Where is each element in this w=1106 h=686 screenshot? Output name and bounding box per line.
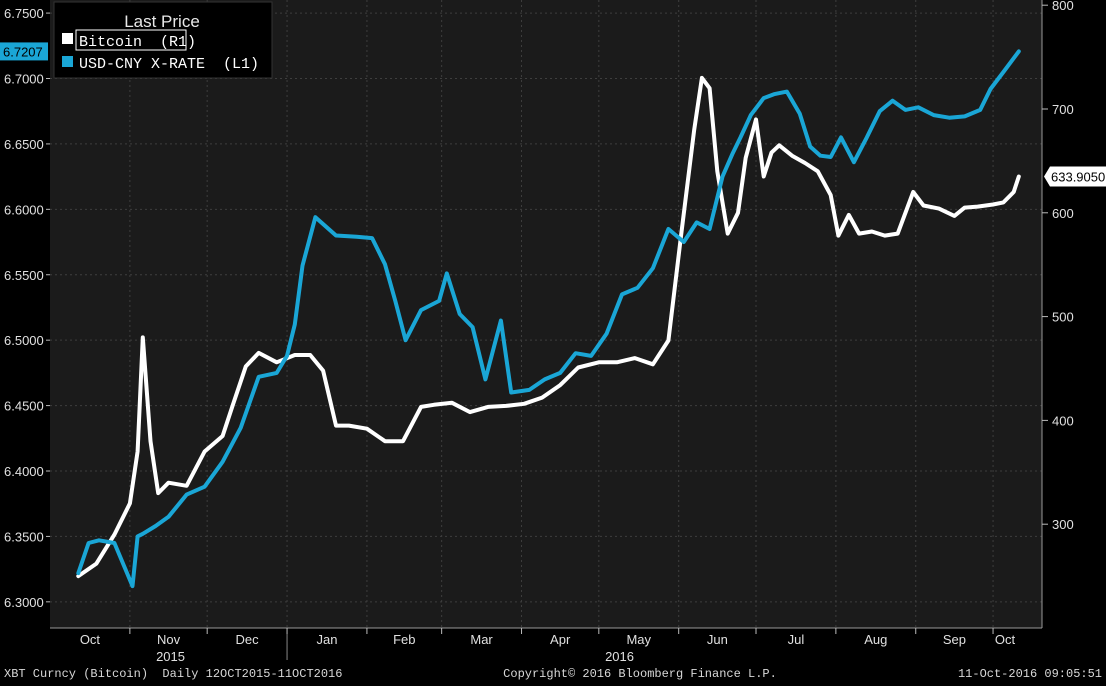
right-axis-tick-label: 800 — [1052, 0, 1074, 13]
footer-left: XBT Curncy (Bitcoin) Daily 12OCT2015-11O… — [4, 667, 342, 681]
right-axis-tick-label: 700 — [1052, 102, 1074, 117]
footer-right: 11-Oct-2016 09:05:51 — [958, 667, 1102, 681]
last-value-tag-right — [1044, 166, 1106, 187]
right-axis-tick-label: 400 — [1052, 413, 1074, 428]
x-axis-month-label: Jan — [317, 632, 338, 647]
series-line-usdcny — [76, 49, 1021, 589]
x-axis-year-label: 2016 — [605, 649, 634, 664]
x-axis-month-label: Nov — [157, 632, 181, 647]
right-axis-tick-label: 500 — [1052, 310, 1074, 325]
left-axis-tick-label: 6.3000 — [4, 595, 44, 610]
last-value-label-right: 633.9050 — [1051, 169, 1105, 184]
x-axis-month-label: Jul — [788, 632, 805, 647]
x-axis-month-label: May — [626, 632, 651, 647]
series-line-bitcoin — [76, 75, 1021, 579]
legend: Last Price Bitcoin (R1) USD-CNY X-RATE (… — [53, 1, 273, 79]
legend-label-bitcoin: Bitcoin (R1) — [79, 34, 196, 51]
x-axis-month-label: Feb — [393, 632, 415, 647]
left-axis-tick-label: 6.7500 — [4, 6, 44, 21]
left-axis-tick-label: 6.3500 — [4, 529, 44, 544]
left-axis-tick-label: 6.5500 — [4, 268, 44, 283]
x-axis-month-label: Aug — [864, 632, 887, 647]
x-axis-month-label: Jun — [707, 632, 728, 647]
left-axis-tick-label: 6.4000 — [4, 464, 44, 479]
left-axis-tick-label: 6.7000 — [4, 72, 44, 87]
x-axis-year-label: 2015 — [156, 649, 185, 664]
right-axis-tick-label: 300 — [1052, 517, 1074, 532]
footer-center: Copyright© 2016 Bloomberg Finance L.P. — [503, 667, 777, 681]
right-axis-tick-label: 600 — [1052, 206, 1074, 221]
left-axis-tick-label: 6.5000 — [4, 333, 44, 348]
left-axis-tick-label: 6.6000 — [4, 202, 44, 217]
x-axis-month-label: Apr — [550, 632, 571, 647]
legend-title: Last Price — [124, 12, 200, 31]
legend-swatch-bitcoin — [62, 33, 73, 44]
x-axis-month-label: Oct — [995, 632, 1016, 647]
last-value-tag-left — [0, 42, 48, 61]
legend-label-usdcny: USD-CNY X-RATE (L1) — [79, 56, 259, 73]
x-axis-month-label: Oct — [80, 632, 101, 647]
left-axis-tick-label: 6.4500 — [4, 399, 44, 414]
left-axis-tick-label: 6.6500 — [4, 137, 44, 152]
legend-swatch-usdcny — [62, 56, 73, 67]
x-axis-month-label: Dec — [236, 632, 260, 647]
legend-highlight-bitcoin — [75, 29, 187, 51]
x-axis-month-label: Sep — [943, 632, 966, 647]
last-value-label-left: 6.7207 — [3, 44, 43, 59]
footer: XBT Curncy (Bitcoin) Daily 12OCT2015-11O… — [4, 667, 1102, 681]
plot-area — [50, 0, 1042, 628]
x-axis-month-label: Mar — [470, 632, 493, 647]
